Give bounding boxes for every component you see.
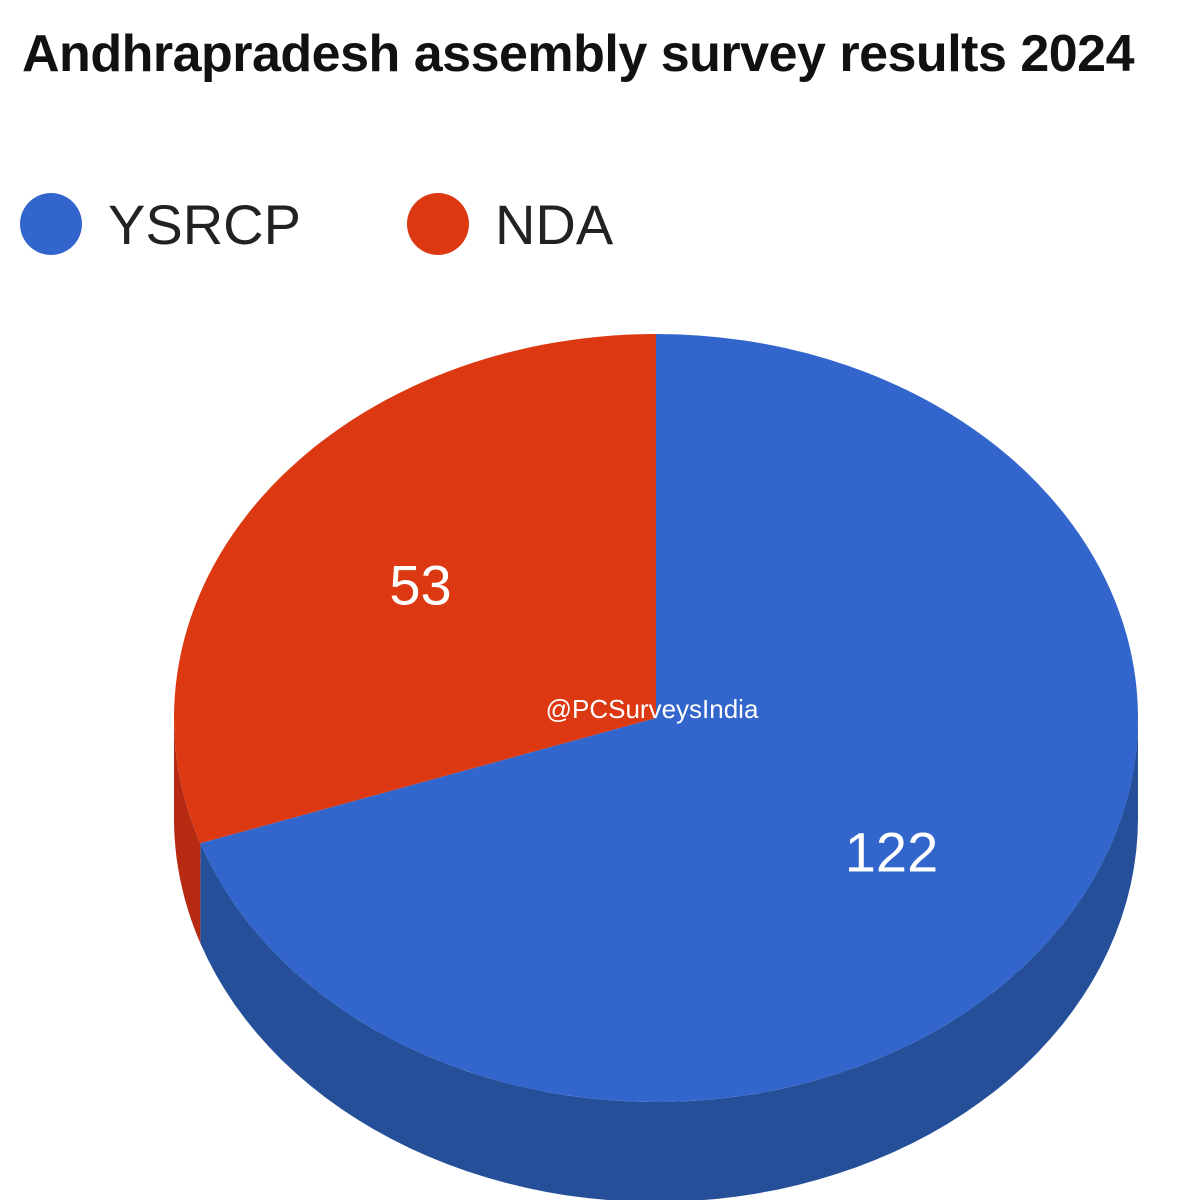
- pie-slice-ysrcp: [200, 334, 1139, 1102]
- legend-swatch-nda: [406, 193, 469, 255]
- chart-title: Andhrapradesh assembly survey results 20…: [22, 25, 1135, 83]
- legend-item-ysrcp: YSRCP: [20, 192, 301, 257]
- pie-side-nda: [174, 718, 201, 944]
- pie-side-ysrcp: [200, 718, 1138, 1200]
- slice-label-ysrcp: 122: [845, 821, 938, 884]
- slice-label-nda: 53: [389, 553, 451, 616]
- watermark-text: @PCSurveysIndia: [546, 694, 759, 724]
- pie-labels: 122 53: [389, 553, 938, 883]
- legend: YSRCP NDA: [20, 192, 719, 256]
- pie-tops: [174, 334, 1139, 1102]
- pie-sides: [174, 718, 1138, 1200]
- legend-swatch-ysrcp: [20, 193, 82, 255]
- legend-label-ysrcp: YSRCP: [108, 192, 301, 256]
- legend-label-nda: NDA: [494, 192, 614, 256]
- legend-item-nda: NDA: [406, 192, 614, 257]
- pie-slice-nda: [174, 334, 656, 844]
